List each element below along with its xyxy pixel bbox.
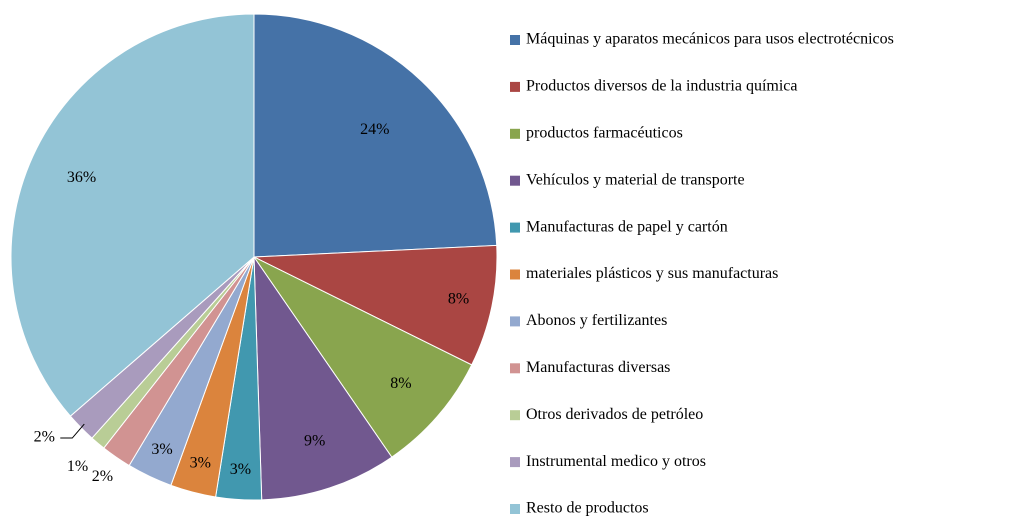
legend-swatch [510, 457, 520, 468]
data-label: 8% [448, 290, 469, 307]
legend-label: Instrumental medico y otros [526, 453, 706, 470]
data-label: 1% [67, 458, 88, 475]
legend-label: materiales plásticos y sus manufacturas [526, 265, 778, 282]
legend-swatch [510, 222, 520, 233]
data-label: 3% [230, 461, 251, 478]
data-label: 24% [360, 121, 389, 138]
legend-swatch [510, 128, 520, 139]
legend-swatch [510, 269, 520, 280]
legend-label: Otros derivados de petróleo [526, 406, 703, 423]
data-label: 36% [67, 169, 96, 186]
legend-label: Manufacturas de papel y cartón [526, 218, 728, 235]
pie-slice [10, 13, 255, 417]
pie-slice [252, 244, 498, 366]
pie-slice [252, 255, 473, 458]
legend-label: Vehículos y material de transporte [526, 171, 745, 188]
legend-label: Manufacturas diversas [526, 359, 670, 376]
legend-swatch [510, 316, 520, 327]
legend-swatch [510, 504, 520, 514]
legend-label: Productos diversos de la industria quími… [526, 78, 798, 95]
legend-swatch [510, 175, 520, 186]
leader-line [60, 423, 85, 439]
data-label: 2% [92, 468, 113, 485]
pie-slice [253, 13, 498, 258]
legend-label: Abonos y fertilizantes [526, 312, 667, 329]
legend-swatch [510, 81, 520, 92]
data-label: 2% [34, 429, 55, 446]
data-label: 3% [190, 455, 211, 472]
legend-swatch [510, 35, 520, 45]
data-label: 9% [304, 432, 325, 449]
legend-swatch [510, 363, 520, 374]
data-label: 3% [151, 441, 172, 458]
data-label: 8% [390, 375, 411, 392]
legend-swatch [510, 410, 520, 421]
pie-slice [253, 255, 393, 501]
legend-label: Resto de productos [526, 500, 649, 517]
legend-label: Máquinas y aparatos mecánicos para usos … [526, 31, 894, 48]
legend-label: productos farmacéuticos [526, 124, 683, 141]
